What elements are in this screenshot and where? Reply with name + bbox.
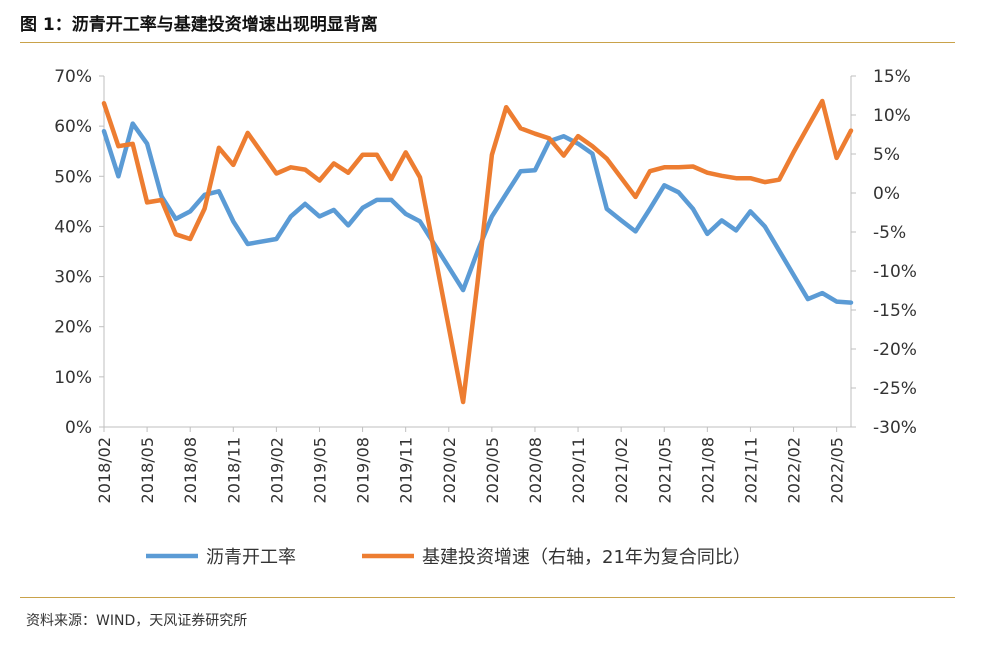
right-tick-label: -10% (873, 262, 917, 282)
left-tick-label: 30% (54, 268, 92, 288)
left-tick-label: 20% (54, 318, 92, 338)
left-tick-label: 10% (54, 368, 92, 388)
x-tick-label: 2022/05 (828, 437, 847, 503)
line-chart: 0% 10% 20% 30% 40% 50% 60% 70% -30% -25% -20% -15% -… (54, 67, 917, 568)
source-note: 资料来源：WIND，天风证券研究所 (26, 613, 248, 629)
legend-asphalt-operating-rate-label: 沥青开工率 (206, 547, 296, 568)
x-tick-label: 2021/08 (698, 437, 717, 503)
x-tick-label: 2018/05 (138, 437, 157, 503)
x-tick-label: 2019/11 (397, 437, 416, 503)
x-tick-label: 2020/08 (526, 437, 545, 503)
bottom-rule (20, 597, 955, 598)
series-line-infrastructure-investment-growth (101, 98, 854, 405)
right-tick-label: -15% (873, 301, 917, 321)
left-tick-label: 60% (54, 117, 92, 137)
x-tick-label: 2018/08 (181, 437, 200, 503)
legend-infrastructure-investment-growth-label: 基建投资增速（右轴，21年为复合同比） (422, 547, 751, 568)
x-tick-label: 2019/05 (310, 437, 329, 503)
x-tick-label: 2022/02 (785, 437, 804, 503)
right-tick-label: 10% (873, 106, 911, 126)
left-tick-label: 70% (54, 67, 92, 87)
x-tick-label: 2021/11 (741, 437, 760, 503)
x-tick-label: 2020/02 (440, 437, 459, 503)
x-tick-label: 2021/05 (655, 437, 674, 503)
chart-title: 图 1：沥青开工率与基建投资增速出现明显背离 (20, 15, 378, 35)
left-tick-label: 40% (54, 217, 92, 237)
right-tick-label: 5% (873, 145, 900, 165)
right-tick-label: 15% (873, 67, 911, 87)
right-tick-label: -25% (873, 379, 917, 399)
top-rule (20, 42, 955, 43)
x-tick-label: 2019/02 (267, 437, 286, 503)
right-tick-label: -30% (873, 418, 917, 438)
right-tick-label: -5% (873, 223, 906, 243)
right-tick-label: -20% (873, 340, 917, 360)
right-tick-label: 0% (873, 184, 900, 204)
x-tick-label: 2018/11 (224, 437, 243, 503)
left-tick-label: 0% (65, 418, 92, 438)
x-tick-label: 2019/08 (354, 437, 373, 503)
left-tick-label: 50% (54, 167, 92, 187)
x-tick-label: 2018/02 (95, 437, 114, 503)
x-tick-label: 2021/02 (612, 437, 631, 503)
x-tick-label: 2020/05 (483, 437, 502, 503)
x-tick-label: 2020/11 (569, 437, 588, 503)
